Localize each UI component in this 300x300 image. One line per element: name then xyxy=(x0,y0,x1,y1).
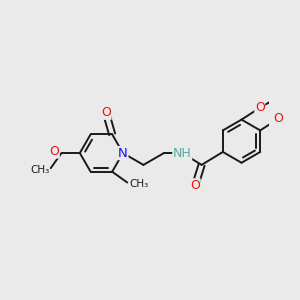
Text: O: O xyxy=(190,179,200,192)
Text: CH₃: CH₃ xyxy=(30,165,49,176)
Text: O: O xyxy=(49,145,59,158)
Text: O: O xyxy=(255,101,265,114)
Text: O: O xyxy=(274,112,284,125)
Text: N: N xyxy=(118,146,128,160)
Text: CH₃: CH₃ xyxy=(130,179,149,189)
Text: O: O xyxy=(101,106,111,119)
Text: NH: NH xyxy=(173,146,192,160)
